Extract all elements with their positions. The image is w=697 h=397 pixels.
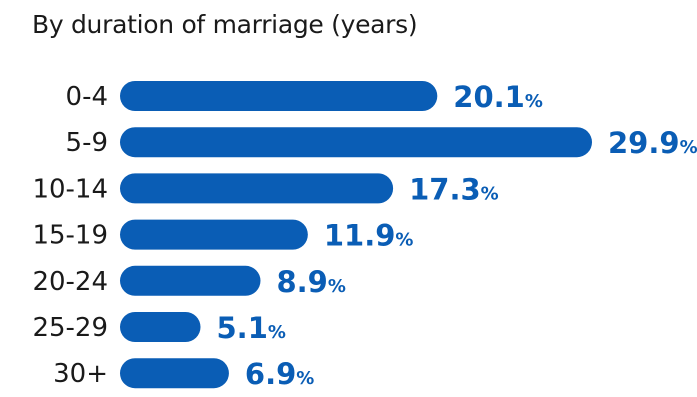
data-label: 29.9% [608,126,697,160]
data-label: 8.9% [276,265,345,299]
data-label-value: 11.9 [324,219,396,253]
category-label: 0-4 [66,82,108,112]
data-label: 20.1% [453,80,543,114]
data-label-unit: % [395,230,413,251]
data-label: 17.3% [409,172,499,206]
data-label-value: 17.3 [409,172,481,206]
category-label: 5-9 [66,128,108,158]
data-label-value: 20.1 [453,80,525,114]
data-label-value: 6.9 [245,357,296,391]
bar [120,81,438,111]
category-label: 25-29 [32,313,108,343]
data-label-unit: % [328,276,346,297]
bar [120,219,308,250]
data-label-value: 8.9 [276,265,327,299]
bar [120,127,592,158]
data-label: 11.9% [324,219,414,253]
data-label-unit: % [680,137,697,158]
data-label-unit: % [525,91,543,112]
chart-subtitle: By duration of marriage (years) [32,10,418,39]
data-label-unit: % [481,183,499,204]
bar [120,312,201,342]
category-label: 10-14 [32,174,108,204]
bar [120,265,261,296]
data-label-unit: % [296,368,314,389]
category-label: 30+ [53,359,108,389]
category-label: 20-24 [32,267,108,297]
category-label: 15-19 [32,221,108,251]
data-label-value: 5.1 [217,311,268,345]
data-label-unit: % [268,322,286,343]
bar [120,173,394,204]
bar [120,358,229,389]
data-label: 5.1% [217,311,286,345]
data-label-value: 29.9 [608,126,680,160]
data-label: 6.9% [245,357,314,391]
